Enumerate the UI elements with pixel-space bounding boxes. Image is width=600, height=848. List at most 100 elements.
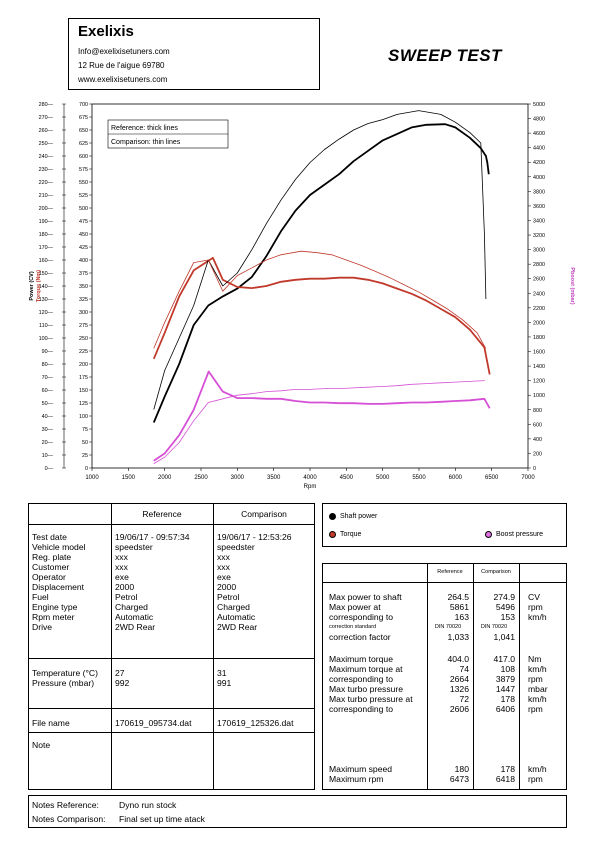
results-cell-cmp: 5496: [495, 602, 515, 612]
results-cell-unit: rpm: [528, 704, 543, 714]
results-cell-label: Max turbo pressure: [329, 684, 404, 694]
boost-tick-label: 3800: [533, 189, 545, 195]
power-tick-label: 150—: [39, 271, 54, 277]
chart-note-reference: Reference: thick lines: [111, 125, 178, 132]
left_table.rows-ref: speedster: [115, 542, 153, 552]
results-cell-label: correction standard: [329, 624, 377, 630]
x-tick-label: 3000: [231, 475, 245, 481]
left_table.rows-label: Drive: [32, 622, 53, 632]
results-cell-cmp: 1447: [495, 684, 515, 694]
x-tick-label: 5000: [376, 475, 390, 481]
left_table.rows-ref: 2000: [115, 582, 135, 592]
power-tick-label: 270—: [39, 115, 54, 121]
torque-tick-label: 625: [79, 141, 88, 147]
torque-tick-label: 700: [79, 102, 88, 108]
table-divider: [323, 582, 566, 583]
table-divider: [29, 732, 314, 733]
legend-torque: Torque: [329, 531, 361, 538]
boost-tick-label: 4000: [533, 175, 545, 181]
results-cell-label: Maximum speed: [329, 764, 393, 774]
dyno-chart: 1000 1500 2000 2500 3000 3500 4000 4500 5000 5500…: [29, 102, 575, 490]
company-website: www.exelixisetuners.com: [78, 75, 168, 84]
left_table.rows-label: Operator: [32, 572, 66, 582]
results-cell-unit: rpm: [528, 602, 543, 612]
torque-tick-label: 275: [79, 323, 88, 329]
env-reference-values: 27 992: [115, 668, 129, 688]
left_table.env_rows-cmp: 31: [217, 668, 227, 678]
file-name-comparison: 170619_125326.dat: [217, 718, 294, 728]
results-row: Max power to shaft 264.5 274.9 CV: [323, 592, 566, 602]
results-cell-label: corresponding to: [329, 612, 394, 622]
table-divider: [111, 504, 112, 789]
series-boost-thin: [153, 380, 485, 464]
x-tick-label: 4500: [340, 475, 354, 481]
power-tick-label: 80—: [42, 362, 54, 368]
boost-tick-label: 4400: [533, 146, 545, 152]
results-cell-unit: CV: [528, 592, 540, 602]
env-comparison-values: 31 991: [217, 668, 231, 688]
results-cell-label: Max turbo pressure at: [329, 694, 413, 704]
left_table.rows-cmp: speedster: [217, 542, 255, 552]
left_table.env_rows-cmp: 991: [217, 678, 232, 688]
info-labels: Test date Vehicle model Reg. plate Customer…: [32, 532, 86, 632]
torque-tick-label: 525: [79, 193, 88, 199]
results-row: corresponding to 2606 6406 rpm: [323, 704, 566, 714]
results-cell-cmp: 178: [500, 764, 515, 774]
left_table.rows-label: Engine type: [32, 602, 78, 612]
power-tick-label: 60—: [42, 388, 54, 394]
left_table.rows-cmp: Petrol: [217, 592, 240, 602]
legend-torque-label: Torque: [340, 531, 362, 538]
torque-tick-label: 75: [82, 427, 88, 433]
x-tick-label: 6500: [485, 475, 499, 481]
boost-tick-label: 400: [533, 437, 542, 443]
x-tick-label: 6000: [449, 475, 463, 481]
legend-shaft-power-label: Shaft power: [340, 513, 378, 520]
left_table.rows-cmp: Automatic: [217, 612, 256, 622]
boost-tick-label: 1400: [533, 364, 545, 370]
torque-tick-label: 650: [79, 128, 88, 134]
legend-shaft-power: Shaft power: [329, 513, 377, 520]
torque-tick-label: 250: [79, 336, 88, 342]
company-name: Exelixis: [78, 23, 134, 40]
boost-tick-label: 3400: [533, 218, 545, 224]
info-comparison-values: 19/06/17 - 12:53:26 speedster xxx xxx exe 200…: [217, 532, 292, 632]
results-cell-unit: rpm: [528, 774, 543, 784]
left_table.rows-label: Displacement: [32, 582, 85, 592]
results-row: Max turbo pressure at 72 178 km/h: [323, 694, 566, 704]
left_table.rows-cmp: xxx: [217, 552, 230, 562]
boost-tick-label: 2000: [533, 320, 545, 326]
boost-tick-label: 2200: [533, 306, 545, 312]
legend-shaft-power-swatch: [329, 513, 336, 520]
results-cell-cmp: 6418: [495, 774, 515, 784]
company-address: 12 Rue de l'aigue 69780: [78, 61, 165, 70]
power-tick-label: 250—: [39, 141, 54, 147]
results-cell-ref: 163: [454, 612, 469, 622]
power-tick-label: 40—: [42, 414, 54, 420]
boost-tick-label: 200: [533, 451, 542, 457]
results-cell-cmp: 178: [500, 694, 515, 704]
table-divider: [29, 658, 314, 659]
legend-box: Shaft power Torque Boost pressure: [322, 503, 567, 547]
results-power-block: Max power to shaft 264.5 274.9 CV Max power …: [323, 592, 566, 642]
left_table.rows-label: Vehicle model: [32, 542, 86, 552]
power-tick-label: 30—: [42, 427, 54, 433]
boost-tick-label: 2400: [533, 291, 545, 297]
legend-torque-swatch: [329, 531, 336, 538]
torque-tick-label: 350: [79, 284, 88, 290]
x-tick-label: 5500: [412, 475, 426, 481]
notes-box: Notes Reference: Dyno run stock Notes Co…: [28, 795, 567, 828]
left_table.env_rows-label: Temperature (°C): [32, 668, 98, 678]
results-cell-cmp: 3879: [495, 674, 515, 684]
table-divider: [473, 564, 474, 789]
results-cell-label: corresponding to: [329, 674, 394, 684]
torque-tick-label: 400: [79, 258, 88, 264]
note-label: Note: [32, 740, 51, 750]
left_table.env_rows-ref: 992: [115, 678, 130, 688]
results-cell-label: Max power at: [329, 602, 381, 612]
results-row: Maximum torque at 74 108 km/h: [323, 664, 566, 674]
results-row: Max power at 5861 5496 rpm: [323, 602, 566, 612]
results-cell-cmp: 153: [500, 612, 515, 622]
left_table.rows-ref: xxx: [115, 552, 128, 562]
power-tick-label: 70—: [42, 375, 54, 381]
chart-note-comparison: Comparison: thin lines: [111, 139, 181, 146]
